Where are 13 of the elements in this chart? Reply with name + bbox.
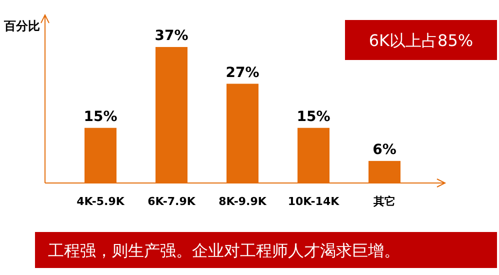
x-tick-label: 8K-9.9K bbox=[218, 195, 267, 208]
y-axis-title: 百分比 bbox=[3, 19, 40, 33]
text: 工程强，则生产强。企业对工程师人才渴求巨增。 bbox=[48, 241, 400, 260]
data-label: 6% bbox=[372, 142, 396, 158]
data-label: 27% bbox=[226, 64, 260, 81]
data-label: 37% bbox=[154, 28, 188, 44]
x-tick-label: 10K-14K bbox=[288, 195, 340, 208]
x-tick-label: 其它 bbox=[372, 195, 396, 208]
data-label: 15% bbox=[296, 108, 330, 125]
x-tick-label: 4K-5.9K bbox=[76, 195, 125, 208]
annotation: 6K以上占85% bbox=[368, 31, 474, 50]
data-label: 15% bbox=[84, 108, 118, 125]
x-tick-label: 6K-7.9K bbox=[148, 195, 196, 208]
